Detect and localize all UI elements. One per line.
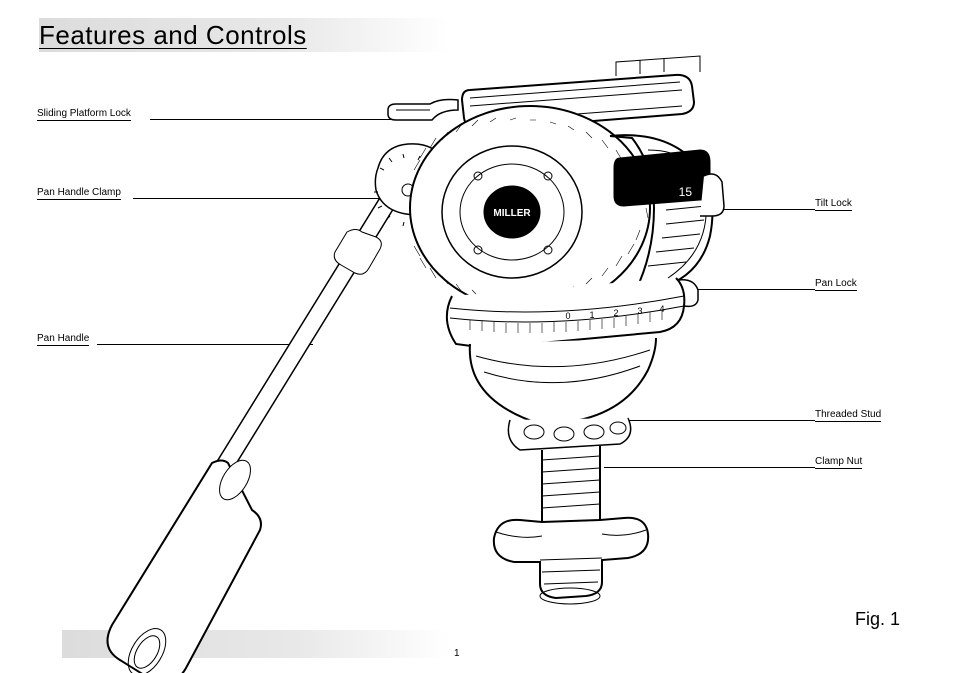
svg-text:MILLER: MILLER: [493, 208, 531, 219]
svg-text:3: 3: [637, 306, 642, 316]
pan-handle-part: [108, 188, 401, 673]
fluid-head-body: MILLER 15 0 1 2 3: [388, 56, 724, 604]
svg-text:4: 4: [659, 304, 664, 314]
svg-text:0: 0: [565, 311, 570, 321]
svg-text:15: 15: [679, 185, 693, 199]
svg-text:2: 2: [613, 308, 618, 318]
svg-text:1: 1: [589, 310, 594, 320]
tripod-head-diagram: MILLER 15 0 1 2 3: [0, 0, 954, 673]
